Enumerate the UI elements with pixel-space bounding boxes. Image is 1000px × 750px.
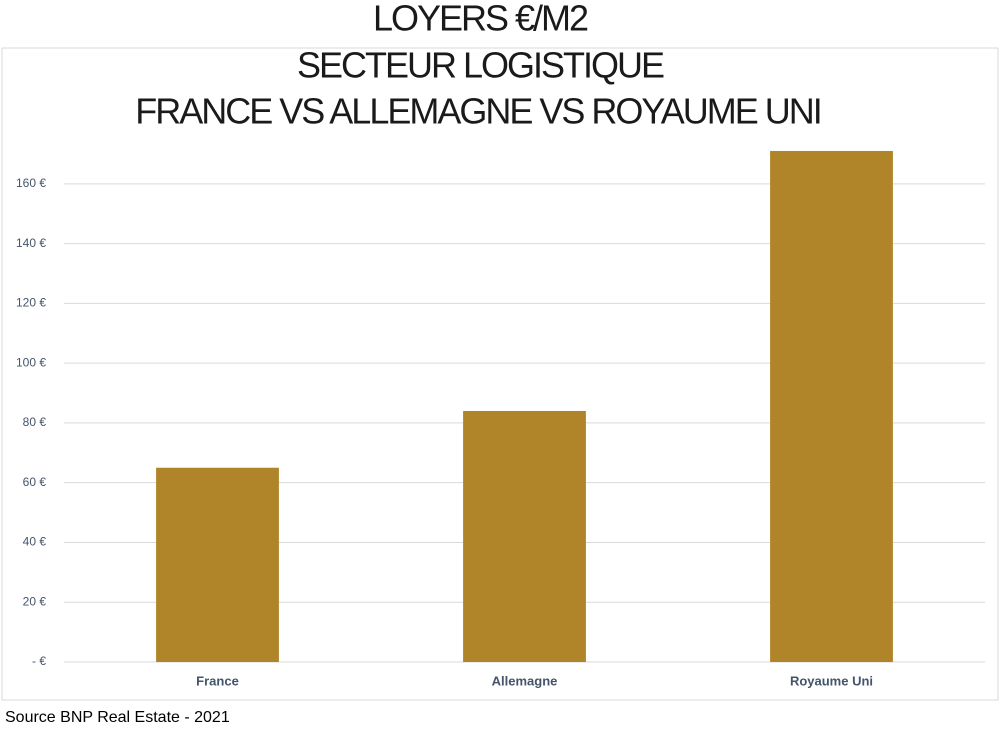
source-note: Source BNP Real Estate - 2021 bbox=[5, 709, 230, 726]
x-tick-label: Allemagne bbox=[492, 673, 558, 688]
y-tick-label: 140 € bbox=[16, 236, 46, 250]
y-tick-label: 120 € bbox=[16, 296, 46, 310]
x-tick-label: France bbox=[196, 673, 239, 688]
y-tick-label: 40 € bbox=[23, 535, 47, 549]
y-tick-label: 20 € bbox=[23, 594, 47, 608]
chart-title: SECTEUR LOGISTIQUE bbox=[297, 45, 664, 86]
y-tick-label: - € bbox=[32, 654, 46, 668]
y-tick-label: 80 € bbox=[23, 415, 47, 429]
bar bbox=[156, 467, 279, 662]
y-tick-label: 60 € bbox=[23, 475, 47, 489]
y-tick-label: 100 € bbox=[16, 355, 46, 369]
chart-title: LOYERS €/M2 bbox=[373, 0, 588, 39]
x-tick-label: Royaume Uni bbox=[790, 673, 873, 688]
chart-title: FRANCE VS ALLEMAGNE VS ROYAUME UNI bbox=[135, 91, 821, 132]
y-tick-label: 160 € bbox=[16, 176, 46, 190]
bar bbox=[770, 150, 893, 662]
bar bbox=[463, 410, 586, 662]
